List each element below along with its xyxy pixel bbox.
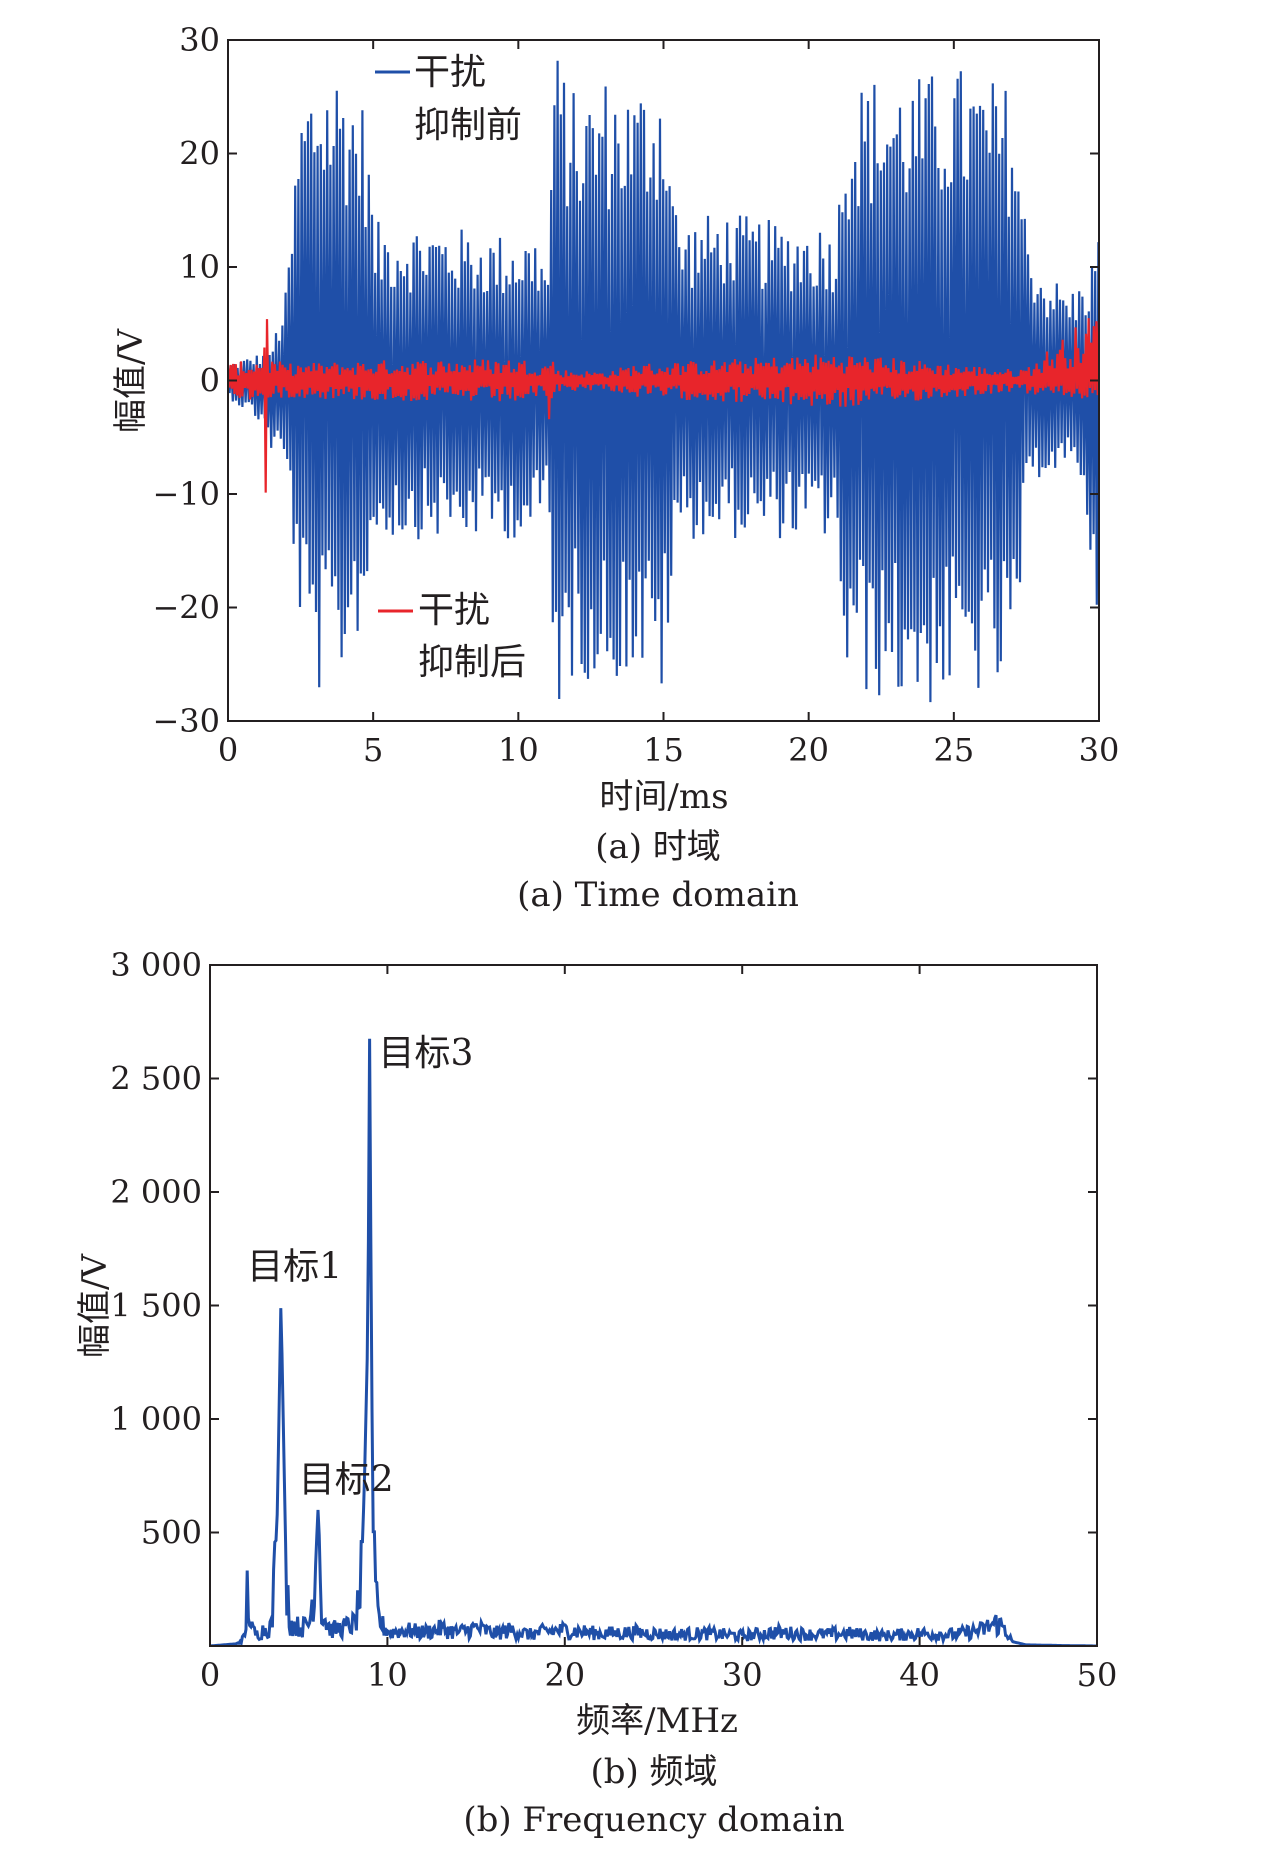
- x-axis-label-a: 时间/ms: [599, 777, 728, 817]
- annotation-target-3: 目标3: [379, 1033, 474, 1074]
- legend-label-before-line1: 干扰: [414, 52, 486, 93]
- x-tick-label-a: 25: [933, 731, 974, 769]
- annotation-target-2: 目标2: [299, 1460, 394, 1501]
- x-axis-label-b: 频率/MHz: [576, 1701, 738, 1741]
- plot-area-a: [228, 60, 1099, 703]
- legend-after: 干扰 抑制后: [378, 590, 526, 683]
- x-tick-label-a: 15: [643, 731, 684, 769]
- caption-en-a: (a) Time domain: [517, 875, 799, 915]
- y-axis-ticks-a: 30 20 10 0 −10 −20 −30: [152, 21, 1099, 740]
- y-tick-label-b: 3 000: [110, 946, 202, 984]
- y-tick-label-b: 2 500: [110, 1060, 202, 1098]
- legend-label-before-line2: 抑制前: [414, 105, 522, 146]
- plot-area-b: [210, 1038, 1097, 1646]
- y-tick-label-b: 1 500: [110, 1287, 202, 1325]
- x-tick-label-b: 30: [722, 1656, 763, 1694]
- plot-frame-b: [209, 964, 1098, 1647]
- caption-cn-a: (a) 时域: [595, 827, 721, 867]
- x-axis-ticks-a: 0 5 10 15 20 25 30: [218, 40, 1120, 769]
- y-axis-label-a: 幅值/V: [111, 328, 151, 433]
- annotation-target-1: 目标1: [247, 1246, 342, 1287]
- x-tick-label-b: 10: [367, 1656, 408, 1694]
- series-before-suppression: [228, 60, 1099, 703]
- y-tick-label-a: −30: [152, 702, 220, 740]
- y-tick-label-a: −10: [152, 475, 220, 513]
- y-tick-label-a: 20: [179, 135, 220, 173]
- legend-label-after-line2: 抑制后: [418, 642, 526, 683]
- x-tick-label-b: 20: [544, 1656, 585, 1694]
- x-tick-label-b: 40: [899, 1656, 940, 1694]
- y-tick-label-a: −20: [152, 589, 220, 627]
- x-tick-label-b: 50: [1077, 1656, 1118, 1694]
- legend-label-after-line1: 干扰: [418, 590, 490, 631]
- y-tick-label-a: 10: [179, 248, 220, 286]
- spectrum-series: [210, 1038, 1097, 1646]
- y-tick-label-b: 500: [141, 1514, 202, 1552]
- y-tick-label-b: 1 000: [110, 1400, 202, 1438]
- x-tick-label-b: 0: [200, 1656, 220, 1694]
- caption-cn-b: (b) 频域: [590, 1752, 717, 1792]
- x-tick-label-a: 20: [788, 731, 829, 769]
- legend-before: 干扰 抑制前: [375, 52, 522, 146]
- time-domain-chart: 0 5 10 15 20 25 30 30 20 10 0 −10 −20 −30 干扰 抑制前 干扰 …: [111, 21, 1120, 915]
- series-after-suppression: [228, 318, 1099, 493]
- y-tick-label-a: 30: [179, 21, 220, 59]
- target-annotations: 目标1 目标2 目标3: [247, 1033, 473, 1501]
- x-tick-label-a: 30: [1079, 731, 1120, 769]
- x-tick-label-a: 0: [218, 731, 238, 769]
- x-tick-label-a: 10: [498, 731, 539, 769]
- y-axis-label-b: 幅值/V: [75, 1253, 115, 1358]
- caption-en-b: (b) Frequency domain: [463, 1800, 844, 1840]
- y-tick-label-b: 2 000: [110, 1173, 202, 1211]
- x-axis-ticks-b: 0 10 20 30 40 50: [200, 965, 1118, 1694]
- y-tick-label-a: 0: [200, 362, 220, 400]
- frequency-domain-chart: 0 10 20 30 40 50 500 1 000 1 500 2 000 2 500 3 000…: [75, 946, 1118, 1840]
- y-axis-ticks-b: 500 1 000 1 500 2 000 2 500 3 000: [110, 946, 1097, 1552]
- x-tick-label-a: 5: [363, 731, 383, 769]
